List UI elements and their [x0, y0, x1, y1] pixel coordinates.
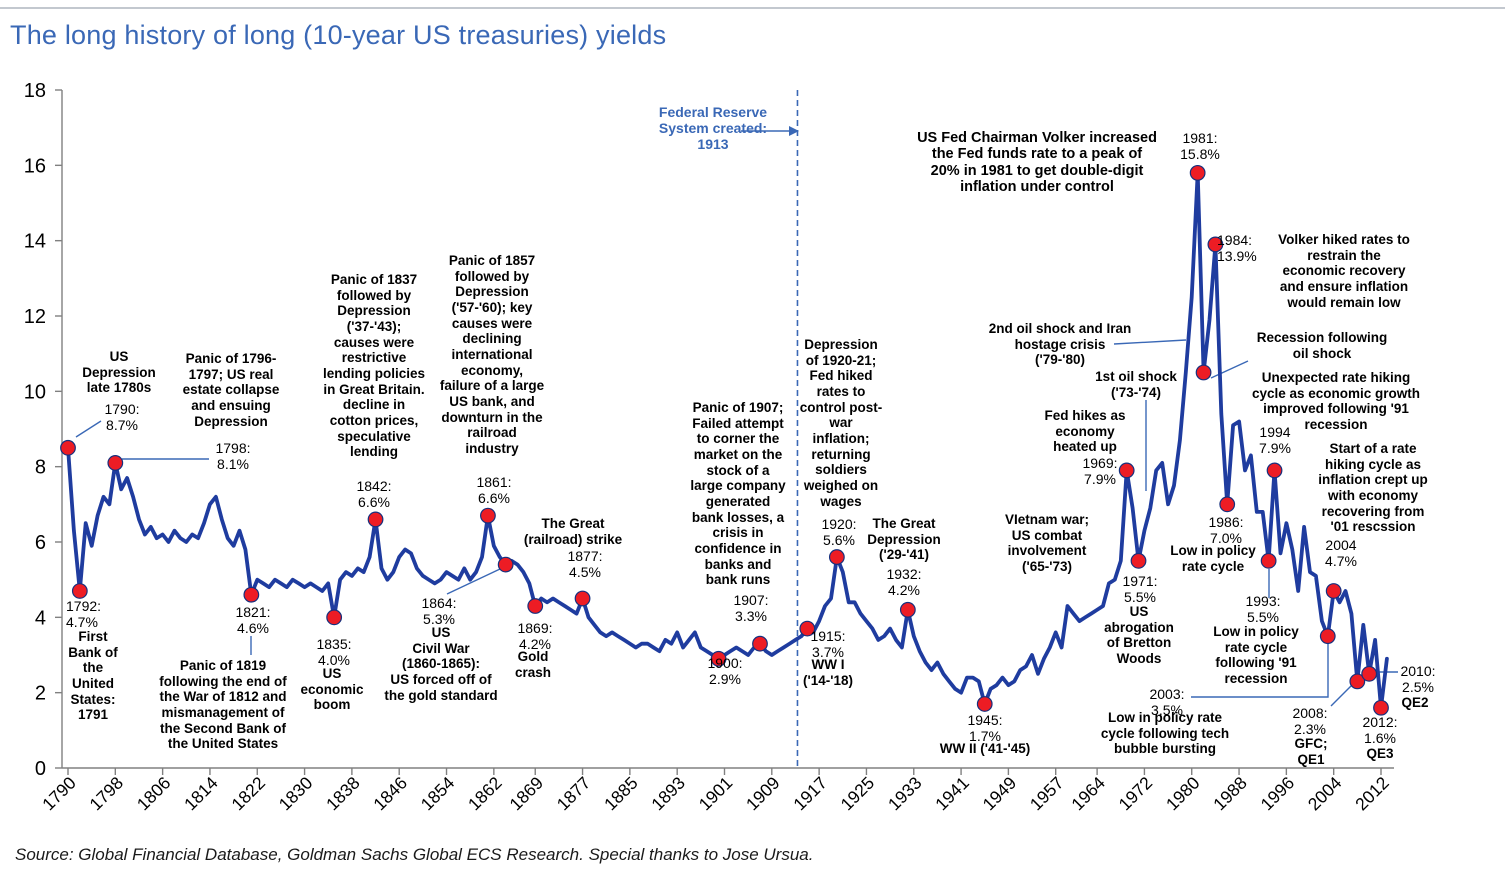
x-tick-label: 1901: [695, 773, 737, 815]
x-tick-label: 1988: [1209, 773, 1251, 815]
connector-line: [1330, 683, 1354, 707]
event-dot-1945: [976, 696, 993, 712]
x-tick-label: 1925: [837, 773, 879, 815]
connector-line: [1191, 642, 1329, 698]
event-dot-1842: [367, 511, 384, 528]
y-tick-label: 18: [24, 80, 46, 102]
event-dot-1835: [326, 609, 343, 626]
x-tick-label: 1917: [789, 773, 831, 815]
event-dot-1790: [60, 439, 76, 456]
event-dot-2008: [1349, 673, 1366, 690]
event-dot-2012: [1373, 699, 1389, 716]
event-dot-2004: [1325, 583, 1342, 599]
x-tick-label: 1909: [742, 773, 784, 815]
event-dot-1907: [752, 635, 768, 652]
x-tick-label: 1814: [180, 773, 222, 815]
x-tick-label: 2004: [1304, 773, 1346, 815]
event-dot-1982: [1195, 364, 1212, 381]
x-tick-label: 1893: [647, 773, 689, 815]
x-tick-label: 1798: [85, 773, 127, 815]
x-tick-label: 1830: [275, 773, 317, 815]
x-tick-label: 1996: [1257, 773, 1299, 815]
x-tick-label: 1862: [464, 773, 506, 815]
x-tick-label: 1972: [1115, 773, 1157, 815]
y-tick-label: 8: [35, 457, 46, 479]
connector-line: [75, 420, 102, 438]
event-dot-1932: [899, 601, 916, 618]
x-tick-label: 1854: [417, 773, 459, 815]
x-tick-label: 1949: [979, 773, 1021, 815]
connector-line: [1113, 339, 1187, 345]
top-divider: [0, 7, 1505, 9]
y-tick-label: 12: [24, 306, 46, 328]
event-dot-1994: [1266, 462, 1283, 479]
x-tick-label: 1838: [322, 773, 364, 815]
event-dot-2010: [1361, 665, 1378, 682]
y-tick-label: 4: [35, 607, 46, 629]
x-tick-label: 1957: [1026, 773, 1068, 815]
x-tick-label: 1885: [600, 773, 642, 815]
x-tick-label: 1877: [553, 773, 595, 815]
event-dot-1877: [574, 590, 591, 607]
x-tick-label: 1846: [369, 773, 411, 815]
event-dot-1993: [1260, 552, 1277, 569]
connector-line: [446, 568, 501, 595]
x-tick-label: 1941: [931, 773, 973, 815]
x-tick-label: 1933: [884, 773, 926, 815]
x-tick-label: 1869: [505, 773, 547, 815]
event-dot-1920: [828, 549, 845, 565]
y-tick-label: 16: [24, 155, 46, 177]
x-tick-label: 1980: [1162, 773, 1204, 815]
event-dot-1792: [71, 583, 88, 599]
event-dot-1986: [1219, 496, 1236, 513]
event-dot-1971: [1130, 552, 1147, 569]
x-tick-label: 1964: [1067, 773, 1109, 815]
event-dot-1984: [1207, 236, 1224, 253]
event-dot-1915: [799, 620, 816, 637]
connector-line: [1210, 360, 1249, 379]
event-dot-1798: [107, 454, 124, 471]
x-tick-label: 2012: [1351, 773, 1393, 815]
event-dot-1969: [1118, 462, 1135, 479]
x-tick-label: 1822: [227, 773, 269, 815]
arrowhead: [789, 126, 799, 136]
event-dot-1981: [1189, 164, 1206, 181]
yield-line-series: [66, 170, 1389, 710]
event-dot-1900: [710, 650, 727, 667]
source-note: Source: Global Financial Database, Goldm…: [15, 845, 814, 864]
y-tick-label: 6: [35, 532, 46, 554]
event-dot-1861: [480, 507, 496, 524]
event-dot-1864: [497, 556, 514, 573]
event-dot-1821: [243, 586, 260, 603]
y-tick-label: 14: [24, 231, 46, 253]
x-tick-label: 1806: [133, 773, 175, 815]
event-dot-1869: [527, 598, 544, 614]
page-title: The long history of long (10-year US tre…: [10, 20, 667, 50]
y-tick-label: 2: [35, 683, 46, 705]
y-tick-label: 0: [35, 758, 46, 780]
y-tick-label: 10: [24, 381, 46, 403]
event-dot-2003: [1319, 628, 1336, 645]
